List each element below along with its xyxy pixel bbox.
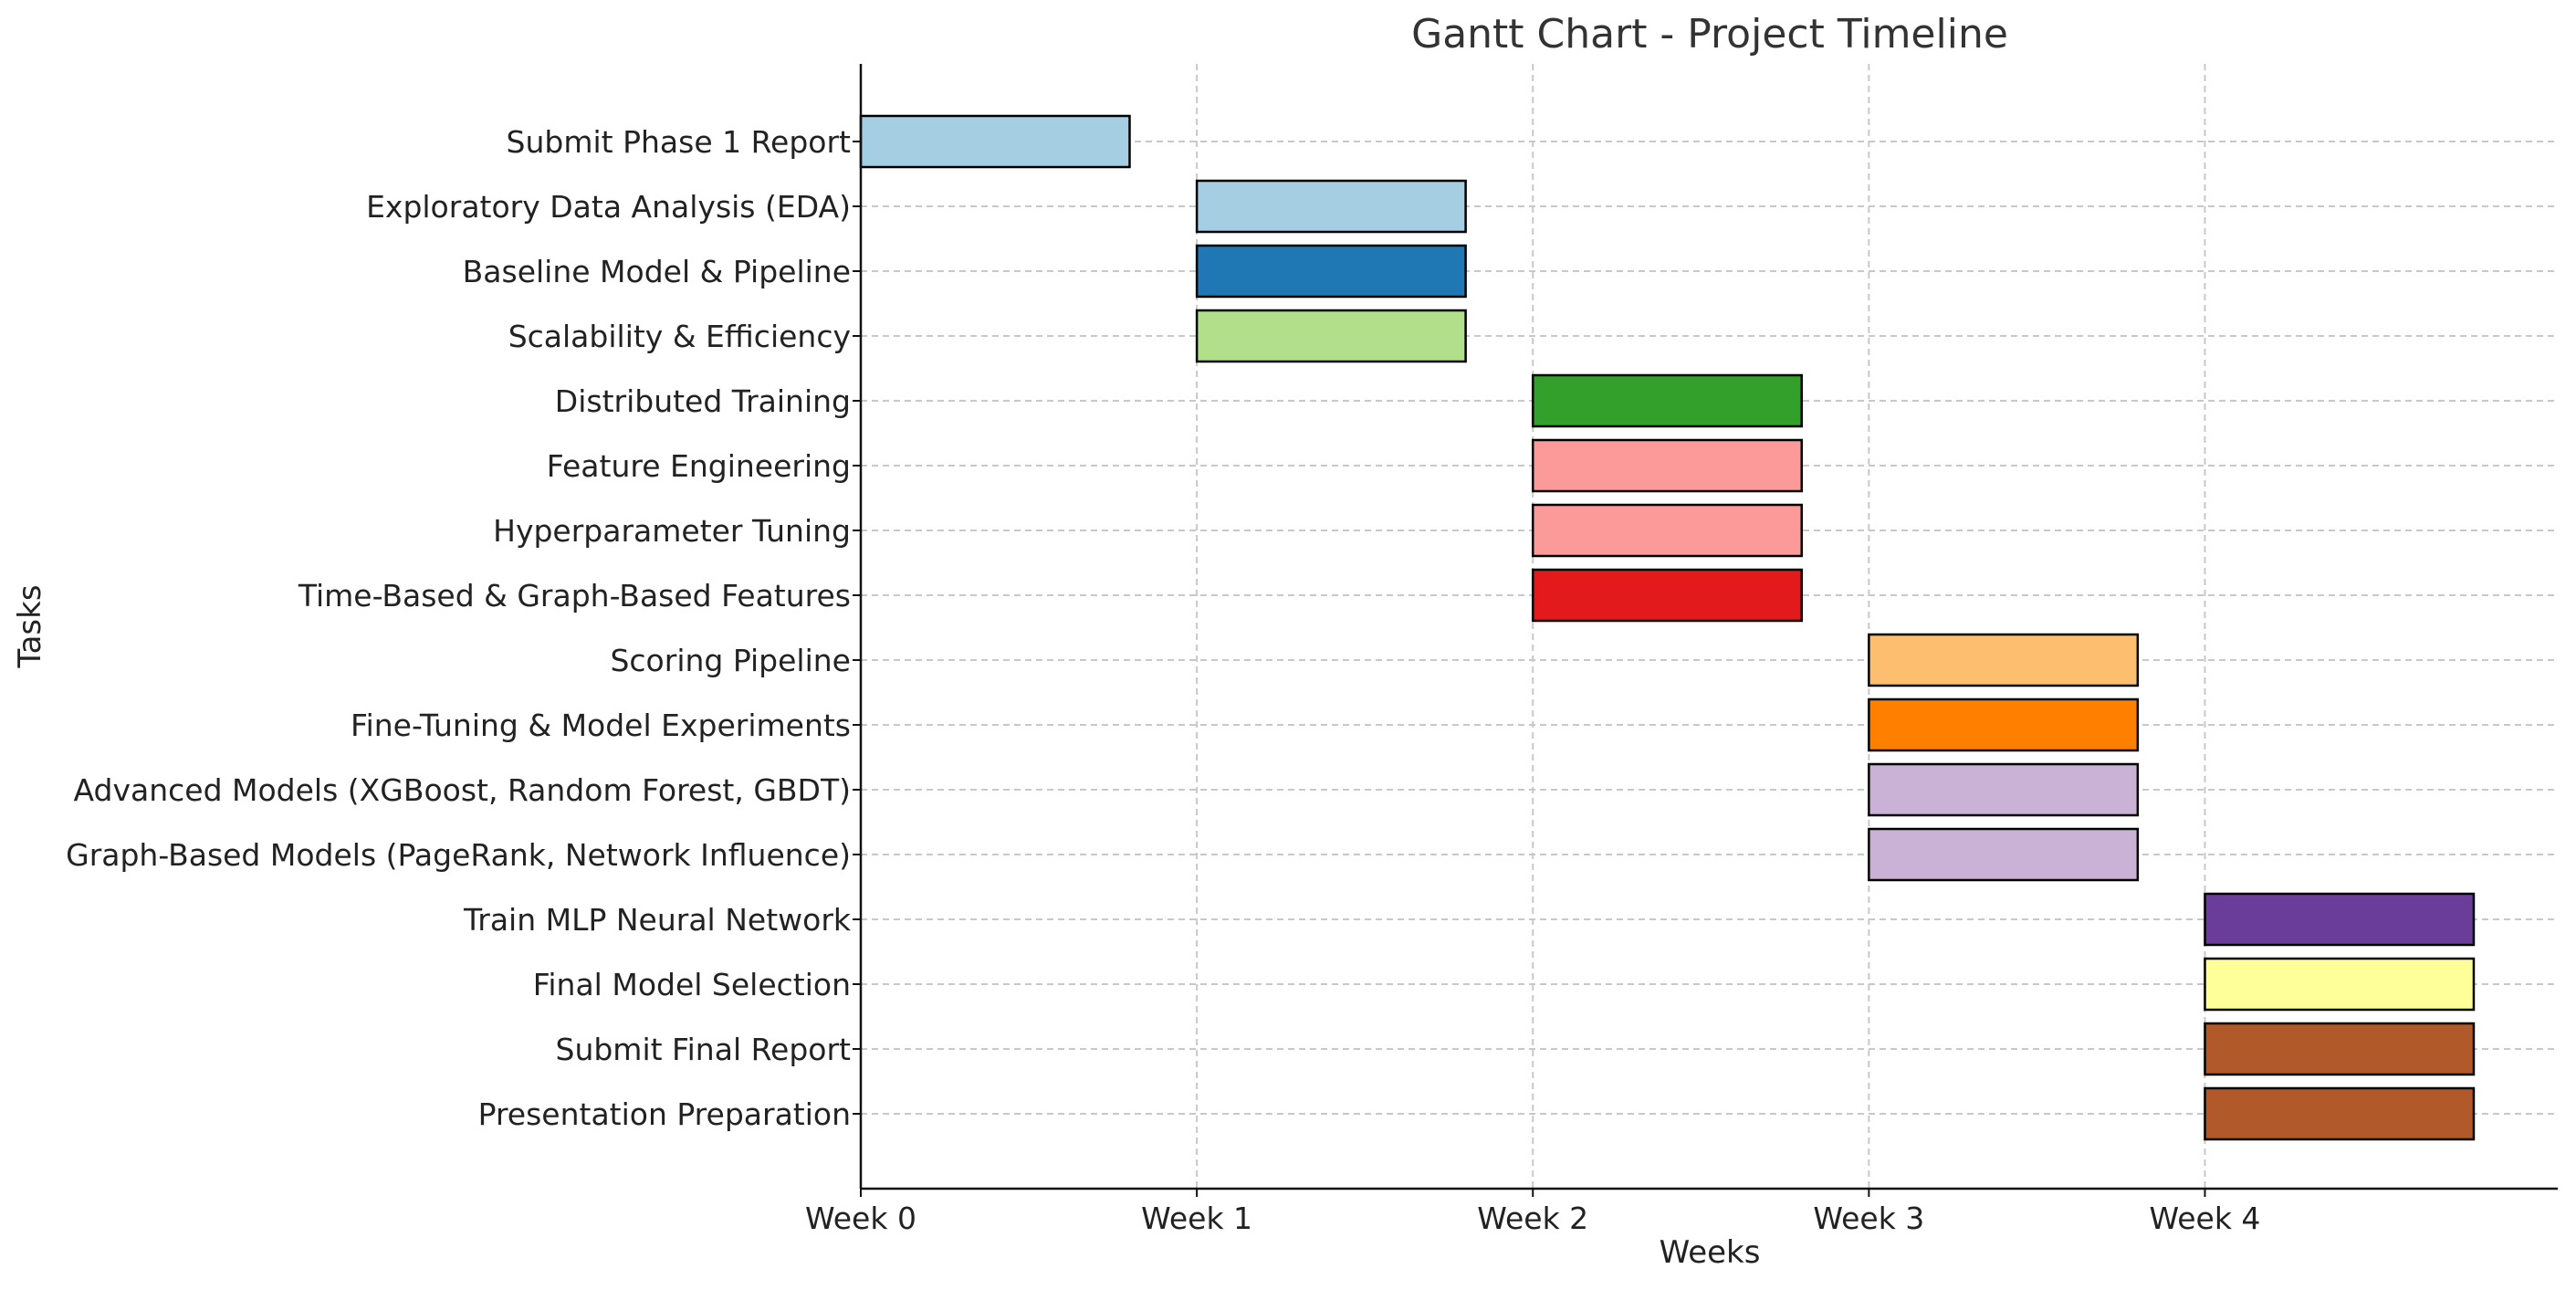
task-label: Presentation Preparation: [478, 1096, 851, 1132]
task-label: Exploratory Data Analysis (EDA): [366, 189, 851, 225]
task-bar: [1531, 568, 1803, 623]
task-bar: [859, 114, 1131, 169]
task-bar: [1868, 827, 2140, 882]
task-label: Baseline Model & Pipeline: [463, 254, 851, 289]
task-bar: [2204, 892, 2476, 947]
task-bar: [1195, 244, 1467, 299]
x-tick-label: Week 2: [1477, 1201, 1588, 1236]
chart-title: Gantt Chart - Project Timeline: [1411, 11, 2008, 58]
task-label: Fine-Tuning & Model Experiments: [351, 708, 851, 743]
task-bar: [1868, 633, 2140, 687]
task-bar: [1195, 179, 1467, 234]
task-label: Submit Phase 1 Report: [507, 124, 852, 160]
task-label: Time-Based & Graph-Based Features: [298, 578, 851, 614]
task-label: Hyperparameter Tuning: [493, 513, 851, 549]
x-tick-label: Week 3: [1813, 1201, 1924, 1236]
x-axis-label: Weeks: [1660, 1234, 1761, 1271]
x-tick-label: Week 1: [1141, 1201, 1252, 1236]
task-bar: [1531, 503, 1803, 558]
task-bar: [1195, 309, 1467, 363]
axis-layer: Week 0 Week 1 Week 2 Week 3 Week 4 Submit Pha…: [66, 64, 2558, 1236]
task-bar: [1868, 697, 2140, 752]
task-bar: [1868, 762, 2140, 817]
task-bar: [1531, 373, 1803, 428]
task-label: Scalability & Efficiency: [508, 319, 851, 354]
bar-layer: [859, 114, 2476, 1141]
x-tick-label: Week 0: [805, 1201, 916, 1236]
task-bar: [1531, 438, 1803, 493]
task-bar: [2204, 1022, 2476, 1076]
task-label: Graph-Based Models (PageRank, Network In…: [66, 837, 851, 873]
task-label: Feature Engineering: [547, 448, 851, 484]
task-label: Submit Final Report: [556, 1032, 852, 1067]
y-axis-label: Tasks: [12, 584, 48, 668]
task-label: Scoring Pipeline: [610, 643, 851, 678]
task-label: Advanced Models (XGBoost, Random Forest,…: [74, 772, 851, 808]
label-layer: Gantt Chart - Project Timeline Weeks Tas…: [12, 11, 2008, 1271]
task-bar: [2204, 1086, 2476, 1141]
x-tick-label: Week 4: [2150, 1201, 2261, 1236]
task-label: Train MLP Neural Network: [463, 902, 852, 938]
task-label: Final Model Selection: [533, 967, 851, 1002]
task-label: Distributed Training: [555, 383, 851, 419]
task-bar: [2204, 957, 2476, 1012]
